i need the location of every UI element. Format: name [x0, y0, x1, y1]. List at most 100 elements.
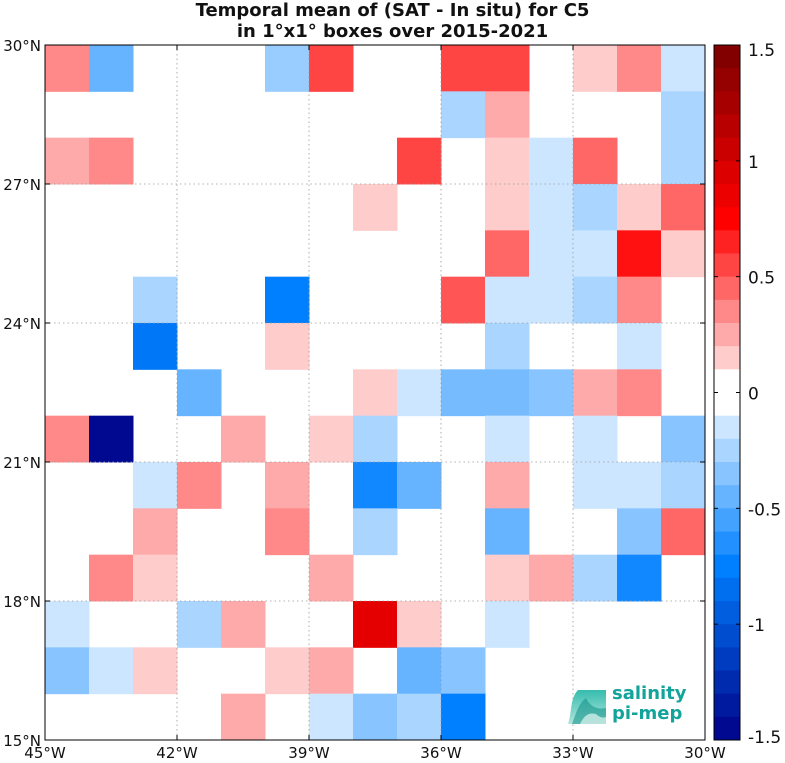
heatmap-cell — [485, 276, 530, 324]
logo-text-pi-mep: pi-mep — [612, 703, 683, 724]
colorbar-segment — [714, 184, 740, 208]
heatmap-cell — [617, 508, 662, 556]
heatmap-cell — [529, 369, 574, 417]
heatmap-cell — [485, 323, 530, 370]
heatmap-cell — [485, 91, 530, 139]
heatmap-cell — [353, 415, 398, 463]
heatmap-cell — [441, 45, 486, 92]
colorbar-tick-label: 1.5 — [748, 41, 775, 61]
colorbar: 1.5 1 0.5 0 -0.5 -1 -1.5 — [713, 41, 781, 748]
colorbar-tick-label: -1.5 — [748, 728, 781, 748]
heatmap-cell — [617, 462, 662, 509]
heatmap-cell — [45, 137, 90, 185]
heatmap-cell — [397, 647, 442, 695]
heatmap-cell — [265, 45, 310, 92]
colorbar-segment — [714, 670, 740, 695]
y-tick-label: 21°N — [3, 454, 41, 472]
colorbar-segment — [714, 91, 740, 115]
heatmap-cell — [529, 184, 574, 231]
heatmap-cell — [661, 45, 706, 92]
heatmap-cell — [573, 276, 618, 324]
heatmap-cell — [617, 184, 662, 231]
heatmap-cell — [309, 45, 354, 92]
heatmap-cell — [133, 276, 178, 324]
heatmap-cell — [265, 323, 310, 370]
heatmap-cell — [397, 369, 442, 417]
colorbar-tick-label: -1 — [748, 616, 765, 636]
x-tick-label: 30°W — [684, 744, 726, 762]
heatmap-cell — [441, 647, 486, 695]
y-tick-label: 30°N — [3, 37, 41, 55]
heatmap-cell — [441, 276, 486, 324]
heatmap-cell — [661, 91, 706, 139]
heatmap-cell — [45, 647, 90, 695]
heatmap-cell — [617, 323, 662, 370]
heatmap-cell — [177, 601, 222, 648]
heatmap-cell — [177, 462, 222, 509]
colorbar-tick-label: 0 — [748, 385, 759, 405]
heatmap-cell — [45, 601, 90, 648]
heatmap-cell — [573, 369, 618, 417]
heatmap-cell — [485, 462, 530, 509]
heatmap-cell — [133, 462, 178, 509]
heatmap-cell — [265, 462, 310, 509]
wave-logo-icon — [568, 690, 606, 724]
heatmap-cell — [397, 693, 442, 741]
colorbar-tick-label: 1 — [748, 153, 759, 173]
heatmap-cell — [617, 45, 662, 92]
heatmap-cell — [89, 415, 134, 463]
heatmap-cell — [485, 137, 530, 185]
x-tick-label: 39°W — [288, 744, 330, 762]
plot-frame — [44, 44, 706, 741]
heatmap-cell — [661, 415, 706, 463]
heatmap-cell — [441, 91, 486, 139]
colorbar-segment — [714, 160, 740, 185]
colorbar-segment — [714, 485, 740, 509]
heatmap-cell — [221, 693, 266, 741]
x-tick-label: 36°W — [420, 744, 462, 762]
y-tick-label: 18°N — [3, 593, 41, 611]
heatmap-cell — [441, 369, 486, 417]
heatmap-cell — [353, 462, 398, 509]
colorbar-segment — [714, 415, 740, 440]
chart-title: Temporal mean of (SAT - In situ) for C5 — [195, 0, 590, 21]
colorbar-segment — [714, 114, 740, 139]
heatmap-cell — [617, 369, 662, 417]
heatmap-cell — [353, 601, 398, 648]
colorbar-segment — [714, 299, 740, 324]
colorbar-segment — [714, 68, 740, 92]
x-tick-label: 42°W — [156, 744, 198, 762]
heatmap-cell — [89, 554, 134, 602]
heatmap-cell — [133, 508, 178, 556]
heatmap-cell — [529, 554, 574, 602]
heatmap-cell — [441, 693, 486, 741]
heatmap-cell — [309, 415, 354, 463]
heatmap-cell — [573, 462, 618, 509]
heatmap-cell — [573, 230, 618, 278]
heatmap-cell — [573, 415, 618, 463]
colorbar-segment — [714, 438, 740, 463]
heatmap-cell — [89, 647, 134, 695]
heatmap-cell — [177, 369, 222, 417]
heatmap-cell — [485, 45, 530, 92]
colorbar-segment — [714, 346, 740, 370]
colorbar-segment — [714, 624, 740, 648]
colorbar-segment — [714, 531, 740, 556]
heatmap-cell — [529, 137, 574, 185]
y-tick-label: 24°N — [3, 315, 41, 333]
heatmap-cell — [397, 601, 442, 648]
colorbar-segment — [714, 577, 740, 602]
colorbar-segment — [714, 647, 740, 671]
heatmap-cell — [397, 462, 442, 509]
colorbar-segment — [714, 369, 740, 393]
grid-lines — [45, 45, 705, 740]
heatmap-cell — [529, 230, 574, 278]
heatmap-cell — [221, 601, 266, 648]
heatmap-cell — [89, 45, 134, 92]
heatmap-cell — [353, 369, 398, 417]
heatmap-cell — [353, 184, 398, 231]
heatmap-cell — [133, 647, 178, 695]
heatmap-cell — [485, 508, 530, 556]
heatmap-cell — [573, 137, 618, 185]
